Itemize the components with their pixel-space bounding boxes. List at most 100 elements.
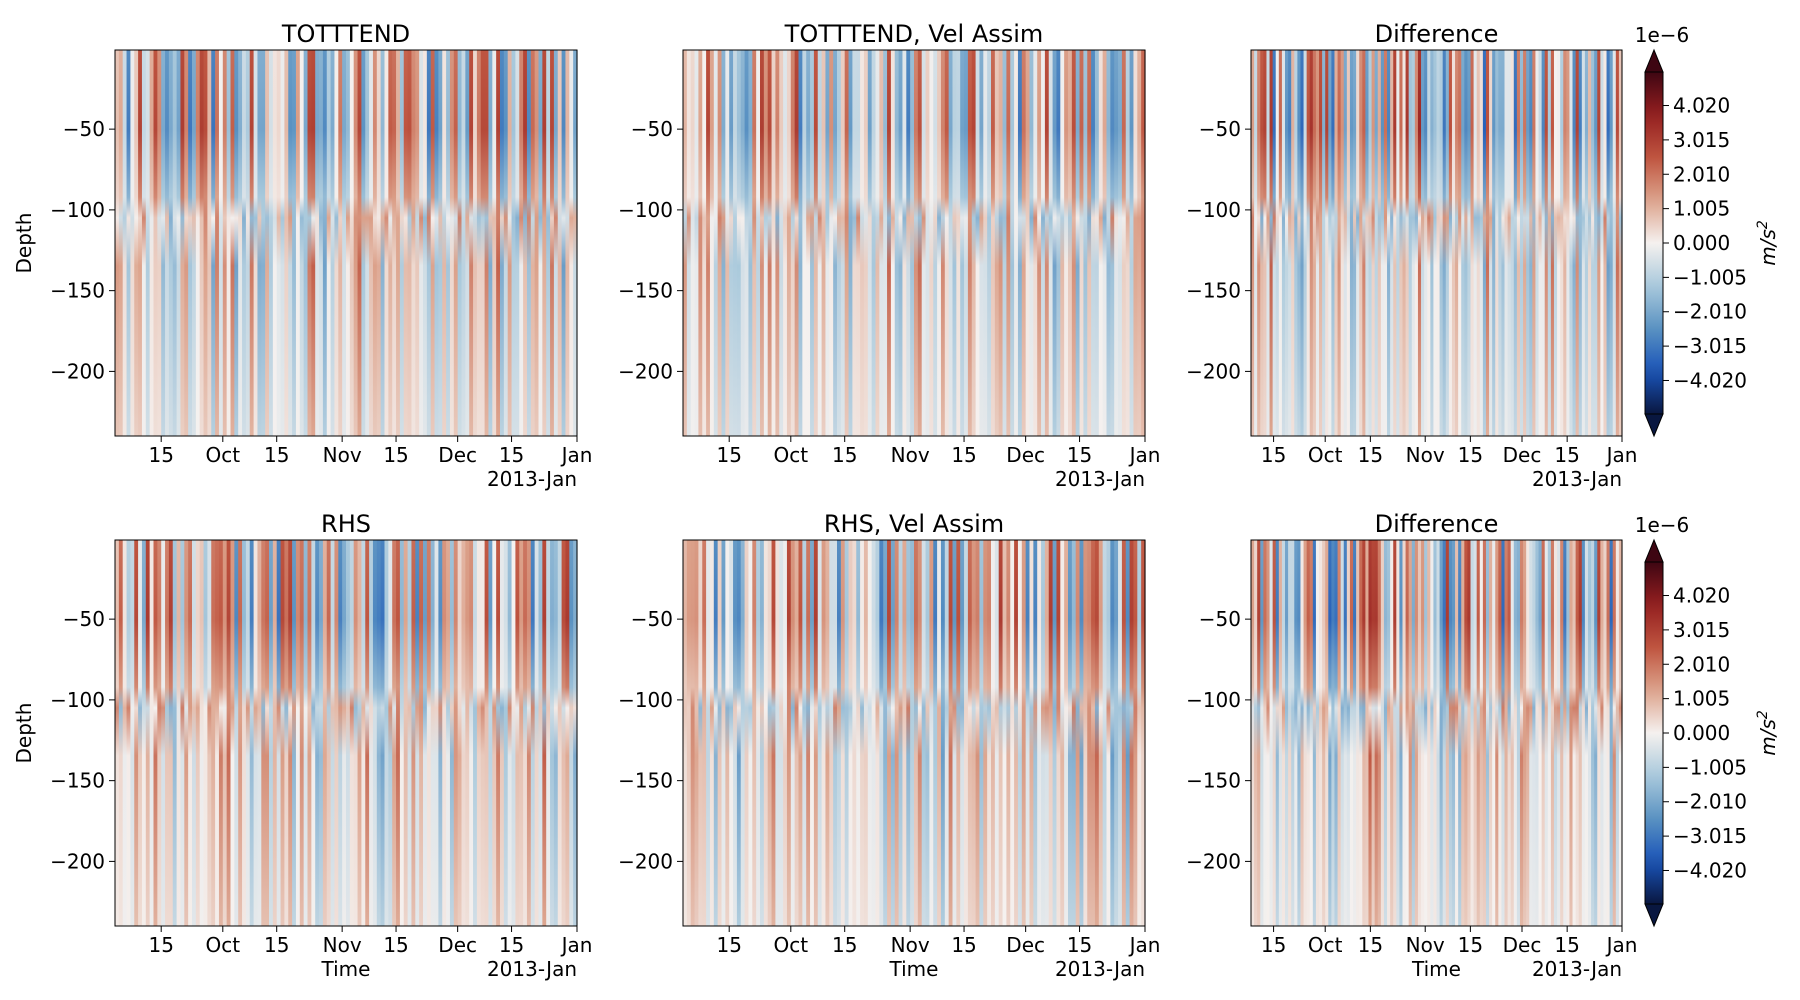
y-tick-label: −100 [1186, 688, 1241, 712]
y-tick-label: −150 [1186, 279, 1241, 303]
y-tick-label: −200 [1186, 359, 1241, 383]
x-tick-label: 15 [1458, 443, 1483, 467]
x-tick-label: 15 [1261, 933, 1286, 957]
x-tick-label: 15 [148, 933, 173, 957]
plot-frame [114, 539, 578, 927]
x-tick-label: 15 [1358, 443, 1383, 467]
x-tick-label: Nov [323, 443, 362, 467]
x-tick-label: Jan [560, 933, 593, 957]
x-tick-label: Oct [206, 933, 241, 957]
x-offset-label: 2013-Jan [1532, 467, 1622, 491]
x-tick-label: 15 [1554, 933, 1579, 957]
colorbar-tick-label: −1.005 [1673, 755, 1747, 779]
colorbars: 4.020 3.015 2.010 1.005 0.000 −1.005 −2.010 −3.… [1635, 23, 1780, 928]
x-tick-label: Jan [560, 443, 593, 467]
y-tick-label: −150 [50, 769, 105, 793]
x-offset-label: 2013-Jan [1055, 467, 1145, 491]
x-tick-label: Nov [891, 443, 930, 467]
y-axis-label: Depth [12, 703, 36, 764]
y-axis-label: Depth [12, 213, 36, 274]
x-tick-label: Dec [1006, 933, 1045, 957]
colorbar-tick-label: −4.020 [1673, 858, 1747, 882]
colorbar-tick-label: −2.010 [1673, 300, 1747, 324]
y-tick-label: −100 [50, 688, 105, 712]
x-tick-label: Oct [1308, 933, 1343, 957]
colorbar-tick-label: 0.000 [1673, 231, 1730, 255]
heatmap-field [115, 540, 578, 926]
x-tick-label: Jan [1128, 933, 1161, 957]
colorbar-tick-label: −3.015 [1673, 334, 1747, 358]
x-tick-label: 15 [383, 933, 408, 957]
x-tick-label: 15 [1458, 933, 1483, 957]
heatmap-field [115, 50, 578, 436]
x-tick-label: Dec [1006, 443, 1045, 467]
colorbar-tick-label: 0.000 [1673, 721, 1730, 745]
x-offset-label: 2013-Jan [1055, 957, 1145, 981]
y-tick-label: −50 [63, 117, 105, 141]
y-tick-label: −200 [618, 359, 673, 383]
colorbar-2: 4.020 3.015 2.010 1.005 0.000 −1.005 −2.010 −3.… [1635, 513, 1780, 928]
y-tick-label: −200 [1186, 849, 1241, 873]
x-tick-label: Jan [1605, 933, 1638, 957]
x-tick-label: 15 [148, 443, 173, 467]
panel-title: Difference [1375, 20, 1499, 48]
x-tick-label: 15 [499, 443, 524, 467]
x-tick-label: 15 [1358, 933, 1383, 957]
x-tick-label: Jan [1128, 443, 1161, 467]
y-tick-label: −100 [618, 688, 673, 712]
colorbar-gradient [1645, 562, 1663, 904]
y-tick-label: −200 [50, 359, 105, 383]
panel-4: RHS −50 −100 −150 −200 15 Oct 15 Nov 15 Dec 15 Jan20… [12, 510, 592, 981]
y-tick-label: −200 [618, 849, 673, 873]
x-axis-label: Time [321, 957, 371, 981]
heatmap-field [1251, 540, 1623, 926]
x-tick-label: 15 [951, 933, 976, 957]
y-tick-label: −50 [63, 607, 105, 631]
colorbar-tick-label: 3.015 [1673, 128, 1730, 152]
x-tick-label: 15 [1067, 443, 1092, 467]
y-tick-label: −150 [1186, 769, 1241, 793]
x-tick-label: 15 [832, 443, 857, 467]
x-tick-label: Oct [774, 443, 809, 467]
x-tick-label: Nov [323, 933, 362, 957]
x-tick-label: 15 [716, 443, 741, 467]
colorbar-tick-label: 3.015 [1673, 618, 1730, 642]
plot-frame [682, 539, 1146, 927]
colorbar-unit-label: m/s2 [1755, 710, 1780, 756]
y-tick-label: −150 [50, 279, 105, 303]
colorbar-1: 4.020 3.015 2.010 1.005 0.000 −1.005 −2.010 −3.… [1635, 23, 1780, 438]
y-tick-label: −100 [618, 198, 673, 222]
heatmap-field [683, 50, 1146, 436]
x-tick-label: Nov [891, 933, 930, 957]
colorbar-exponent: 1e−6 [1635, 23, 1690, 47]
x-offset-label: 2013-Jan [487, 957, 577, 981]
x-tick-label: 15 [951, 443, 976, 467]
panel-title: RHS, Vel Assim [824, 510, 1004, 538]
x-tick-label: Dec [1503, 933, 1542, 957]
colorbar-tick-label: 2.010 [1673, 162, 1730, 186]
x-tick-label: Oct [1308, 443, 1343, 467]
colorbar-tick-label: −3.015 [1673, 824, 1747, 848]
x-tick-label: Dec [1503, 443, 1542, 467]
x-tick-label: Nov [1406, 933, 1445, 957]
x-tick-label: 15 [383, 443, 408, 467]
x-tick-label: 15 [264, 933, 289, 957]
colorbar-extend-max [1644, 538, 1664, 563]
x-tick-label: Nov [1406, 443, 1445, 467]
colorbar-tick-label: 4.020 [1673, 584, 1730, 608]
panel-title: Difference [1375, 510, 1499, 538]
x-offset-label: 2013-Jan [487, 467, 577, 491]
y-tick-label: −150 [618, 769, 673, 793]
colorbar-tick-label: 4.020 [1673, 94, 1730, 118]
panel-3: Difference −50 −100 −150 −200 15 Oct 15 Nov 15 Dec… [1186, 20, 1637, 491]
x-tick-label: Dec [438, 443, 477, 467]
panel-5: RHS, Vel Assim −50 −100 −150 −200 15 Oct 15 Nov 1… [618, 510, 1160, 981]
y-tick-label: −200 [50, 849, 105, 873]
colorbar-tick-label: −2.010 [1673, 790, 1747, 814]
colorbar-extend-min [1644, 903, 1664, 928]
x-tick-label: 15 [832, 933, 857, 957]
x-tick-label: 15 [1261, 443, 1286, 467]
y-tick-label: −50 [631, 607, 673, 631]
plot-frame [1250, 539, 1623, 927]
